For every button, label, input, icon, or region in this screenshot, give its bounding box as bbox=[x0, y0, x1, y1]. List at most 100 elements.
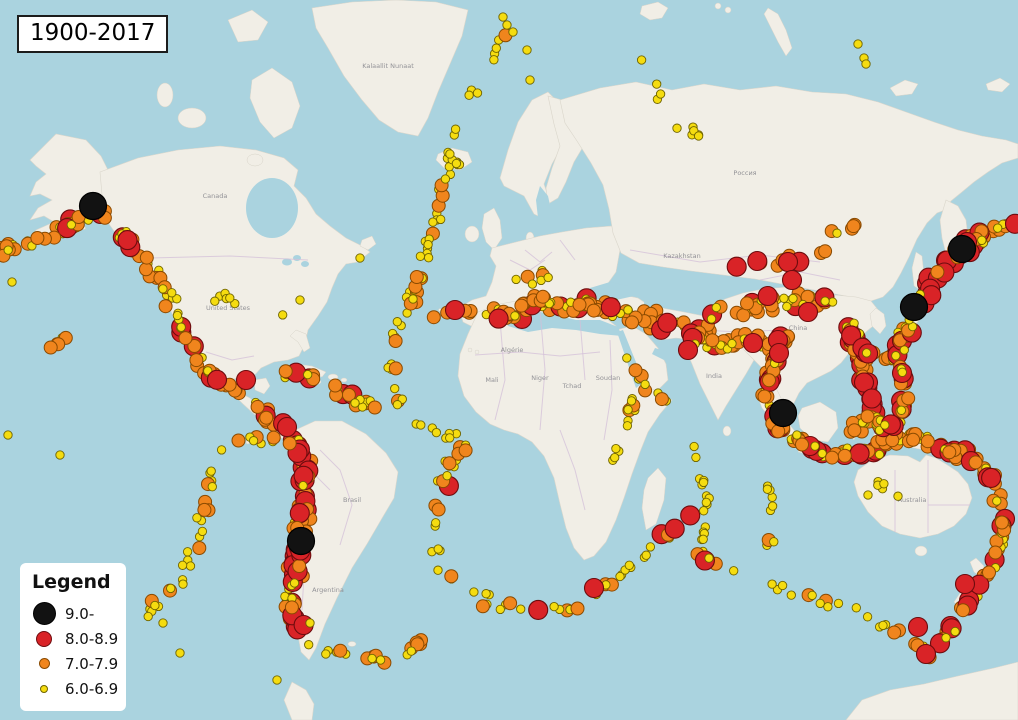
earthquake-marker-7.0-7.9[interactable] bbox=[139, 250, 154, 265]
earthquake-marker-6.0-6.9[interactable] bbox=[762, 484, 773, 494]
earthquake-marker-6.0-6.9[interactable] bbox=[891, 351, 901, 361]
earthquake-marker-7.0-7.9[interactable] bbox=[197, 502, 212, 517]
earthquake-marker-9.0-[interactable] bbox=[768, 398, 798, 428]
earthquake-marker-6.0-6.9[interactable] bbox=[472, 88, 483, 98]
earthquake-marker-7.0-7.9[interactable] bbox=[572, 297, 587, 312]
earthquake-marker-6.0-6.9[interactable] bbox=[464, 90, 474, 100]
earthquake-marker-7.0-7.9[interactable] bbox=[328, 378, 343, 393]
earthquake-marker-7.0-7.9[interactable] bbox=[444, 569, 459, 584]
earthquake-marker-6.0-6.9[interactable] bbox=[941, 633, 951, 643]
earthquake-marker-6.0-6.9[interactable] bbox=[3, 245, 13, 255]
earthquake-marker-6.0-6.9[interactable] bbox=[367, 653, 377, 664]
earthquake-marker-6.0-6.9[interactable] bbox=[436, 214, 446, 225]
earthquake-marker-6.0-6.9[interactable] bbox=[166, 583, 176, 594]
earthquake-marker-6.0-6.9[interactable] bbox=[853, 39, 863, 49]
earthquake-marker-6.0-6.9[interactable] bbox=[861, 59, 871, 69]
earthquake-marker-9.0-[interactable] bbox=[78, 191, 108, 221]
earthquake-marker-8.0-8.9[interactable] bbox=[757, 285, 778, 307]
earthquake-marker-6.0-6.9[interactable] bbox=[698, 477, 709, 488]
earthquake-marker-6.0-6.9[interactable] bbox=[508, 27, 518, 37]
earthquake-marker-6.0-6.9[interactable] bbox=[450, 124, 461, 134]
earthquake-marker-6.0-6.9[interactable] bbox=[278, 310, 288, 320]
earthquake-marker-6.0-6.9[interactable] bbox=[672, 123, 682, 133]
earthquake-marker-6.0-6.9[interactable] bbox=[489, 55, 499, 65]
earthquake-marker-6.0-6.9[interactable] bbox=[167, 288, 177, 298]
earthquake-marker-6.0-6.9[interactable] bbox=[820, 296, 830, 306]
earthquake-marker-6.0-6.9[interactable] bbox=[445, 149, 455, 159]
earthquake-marker-8.0-8.9[interactable] bbox=[915, 643, 937, 665]
earthquake-marker-7.0-7.9[interactable] bbox=[847, 423, 862, 438]
earthquake-marker-6.0-6.9[interactable] bbox=[55, 450, 65, 460]
earthquake-marker-6.0-6.9[interactable] bbox=[788, 293, 798, 304]
earthquake-marker-6.0-6.9[interactable] bbox=[767, 501, 778, 511]
earthquake-marker-6.0-6.9[interactable] bbox=[415, 251, 426, 261]
earthquake-marker-7.0-7.9[interactable] bbox=[762, 373, 776, 388]
earthquake-marker-8.0-8.9[interactable] bbox=[657, 312, 678, 333]
earthquake-marker-7.0-7.9[interactable] bbox=[736, 308, 751, 323]
earthquake-marker-6.0-6.9[interactable] bbox=[431, 427, 442, 438]
earthquake-marker-6.0-6.9[interactable] bbox=[851, 603, 861, 613]
earthquake-marker-6.0-6.9[interactable] bbox=[481, 589, 491, 599]
earthquake-marker-7.0-7.9[interactable] bbox=[409, 270, 424, 284]
earthquake-marker-8.0-8.9[interactable] bbox=[747, 250, 768, 272]
earthquake-marker-6.0-6.9[interactable] bbox=[610, 452, 620, 463]
earthquake-marker-6.0-6.9[interactable] bbox=[469, 587, 479, 597]
earthquake-marker-7.0-7.9[interactable] bbox=[825, 450, 840, 465]
earthquake-marker-6.0-6.9[interactable] bbox=[993, 223, 1003, 233]
earthquake-marker-7.0-7.9[interactable] bbox=[535, 289, 550, 304]
earthquake-marker-8.0-8.9[interactable] bbox=[797, 301, 819, 323]
earthquake-marker-8.0-8.9[interactable] bbox=[488, 308, 509, 329]
earthquake-marker-7.0-7.9[interactable] bbox=[158, 299, 173, 314]
earthquake-marker-6.0-6.9[interactable] bbox=[832, 228, 842, 238]
earthquake-marker-6.0-6.9[interactable] bbox=[440, 174, 451, 184]
earthquake-marker-6.0-6.9[interactable] bbox=[878, 620, 888, 631]
earthquake-marker-6.0-6.9[interactable] bbox=[511, 274, 521, 285]
earthquake-marker-6.0-6.9[interactable] bbox=[210, 296, 220, 306]
earthquake-marker-8.0-8.9[interactable] bbox=[768, 342, 790, 364]
earthquake-marker-8.0-8.9[interactable] bbox=[853, 372, 875, 393]
earthquake-marker-8.0-8.9[interactable] bbox=[849, 443, 870, 464]
earthquake-marker-6.0-6.9[interactable] bbox=[786, 590, 796, 600]
earthquake-marker-6.0-6.9[interactable] bbox=[896, 405, 907, 415]
earthquake-marker-6.0-6.9[interactable] bbox=[272, 675, 282, 685]
earthquake-marker-6.0-6.9[interactable] bbox=[691, 452, 701, 463]
earthquake-marker-7.0-7.9[interactable] bbox=[570, 601, 585, 616]
earthquake-marker-8.0-8.9[interactable] bbox=[777, 251, 799, 273]
earthquake-marker-6.0-6.9[interactable] bbox=[303, 369, 313, 380]
earthquake-marker-7.0-7.9[interactable] bbox=[250, 399, 265, 414]
earthquake-marker-6.0-6.9[interactable] bbox=[423, 239, 433, 250]
earthquake-marker-8.0-8.9[interactable] bbox=[742, 332, 764, 354]
earthquake-marker-6.0-6.9[interactable] bbox=[516, 604, 526, 614]
earthquake-marker-6.0-6.9[interactable] bbox=[874, 449, 885, 460]
earthquake-marker-7.0-7.9[interactable] bbox=[388, 361, 403, 376]
earthquake-marker-6.0-6.9[interactable] bbox=[622, 353, 632, 363]
earthquake-marker-7.0-7.9[interactable] bbox=[887, 625, 902, 640]
earthquake-marker-6.0-6.9[interactable] bbox=[495, 604, 505, 615]
earthquake-marker-6.0-6.9[interactable] bbox=[510, 311, 520, 321]
earthquake-marker-6.0-6.9[interactable] bbox=[248, 436, 259, 446]
earthquake-marker-6.0-6.9[interactable] bbox=[767, 579, 777, 589]
earthquake-marker-6.0-6.9[interactable] bbox=[549, 601, 559, 612]
earthquake-marker-8.0-8.9[interactable] bbox=[444, 299, 466, 321]
earthquake-marker-7.0-7.9[interactable] bbox=[818, 244, 833, 259]
earthquake-marker-6.0-6.9[interactable] bbox=[491, 43, 501, 53]
earthquake-marker-6.0-6.9[interactable] bbox=[779, 293, 789, 303]
earthquake-marker-8.0-8.9[interactable] bbox=[907, 616, 929, 638]
earthquake-marker-6.0-6.9[interactable] bbox=[727, 338, 737, 349]
earthquake-marker-6.0-6.9[interactable] bbox=[390, 383, 400, 394]
earthquake-marker-8.0-8.9[interactable] bbox=[206, 369, 228, 390]
earthquake-marker-6.0-6.9[interactable] bbox=[295, 295, 305, 305]
earthquake-marker-6.0-6.9[interactable] bbox=[623, 305, 633, 315]
earthquake-marker-7.0-7.9[interactable] bbox=[333, 643, 348, 658]
earthquake-marker-6.0-6.9[interactable] bbox=[150, 600, 160, 611]
earthquake-marker-6.0-6.9[interactable] bbox=[176, 322, 186, 332]
earthquake-marker-6.0-6.9[interactable] bbox=[879, 479, 889, 489]
earthquake-marker-7.0-7.9[interactable] bbox=[30, 231, 45, 245]
earthquake-marker-6.0-6.9[interactable] bbox=[158, 618, 168, 628]
earthquake-marker-7.0-7.9[interactable] bbox=[860, 409, 875, 424]
earthquake-marker-6.0-6.9[interactable] bbox=[406, 646, 416, 656]
earthquake-marker-6.0-6.9[interactable] bbox=[611, 443, 621, 454]
earthquake-marker-6.0-6.9[interactable] bbox=[543, 272, 553, 283]
earthquake-marker-6.0-6.9[interactable] bbox=[207, 482, 217, 492]
